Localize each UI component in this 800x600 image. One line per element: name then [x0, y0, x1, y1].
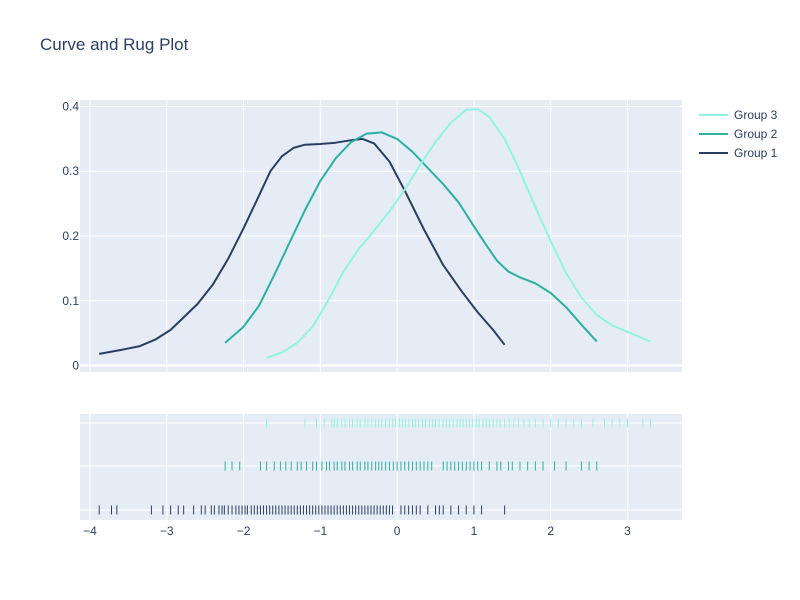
- legend-item-group-2[interactable]: Group 2: [699, 127, 778, 141]
- curve-group-1: [99, 137, 506, 355]
- y-tick-label: 0.3: [62, 164, 79, 178]
- y-tick-label: 0.4: [62, 99, 79, 113]
- x-tick-label: −4: [83, 524, 97, 538]
- curve-group-3: [266, 108, 651, 359]
- x-tick-label: 2: [547, 524, 554, 538]
- y-tick-label: 0.2: [62, 229, 79, 243]
- x-tick-label: 0: [394, 524, 401, 538]
- rug-marks: [98, 418, 652, 515]
- x-tick-label: 1: [471, 524, 478, 538]
- legend-label: Group 3: [734, 108, 778, 122]
- legend-label: Group 1: [734, 146, 778, 160]
- curve-group-2: [224, 131, 598, 344]
- legend-item-group-3[interactable]: Group 3: [699, 108, 778, 122]
- legend-label: Group 2: [734, 127, 778, 141]
- legend[interactable]: Group 3 Group 2 Group 1: [699, 108, 778, 160]
- y-axis-ticks: 0 0.1 0.2 0.3 0.4: [62, 99, 79, 372]
- chart-title: Curve and Rug Plot: [40, 35, 189, 54]
- y-tick-label: 0: [72, 359, 79, 373]
- rug-plot-area: [80, 414, 682, 520]
- x-tick-label: −3: [160, 524, 174, 538]
- y-tick-label: 0.1: [62, 294, 79, 308]
- legend-item-group-1[interactable]: Group 1: [699, 146, 778, 160]
- x-tick-label: −2: [237, 524, 251, 538]
- x-axis-ticks: −4 −3 −2 −1 0 1 2 3: [83, 524, 631, 538]
- density-curves: [99, 108, 651, 359]
- x-tick-label: −1: [313, 524, 327, 538]
- x-tick-label: 3: [624, 524, 631, 538]
